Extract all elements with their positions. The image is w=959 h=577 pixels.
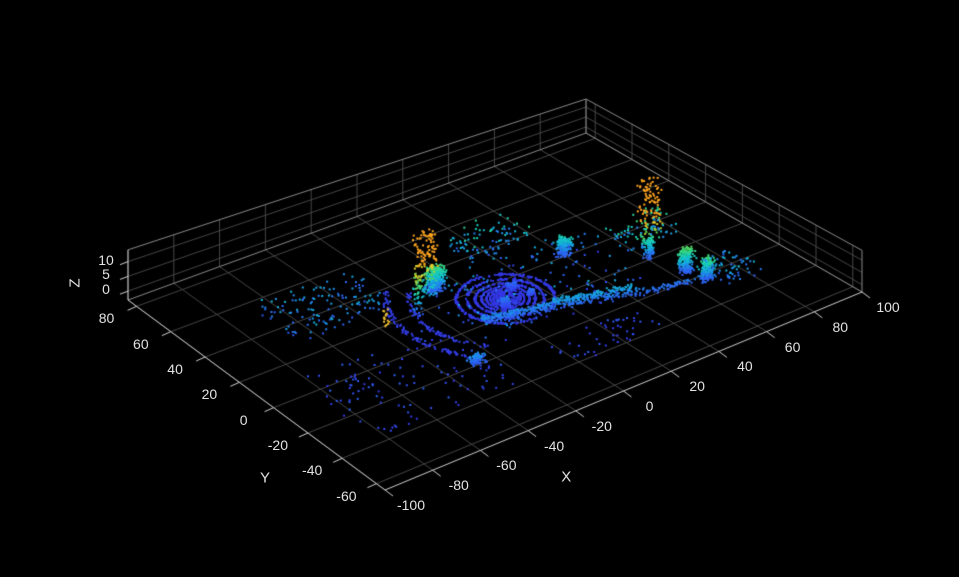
figure-window: X Y Z -100 -80 -60 -40 -20 0 20 40 60 80 100 -60 -40… — [0, 0, 959, 577]
pointcloud-3d-plot-canvas[interactable] — [0, 0, 959, 577]
